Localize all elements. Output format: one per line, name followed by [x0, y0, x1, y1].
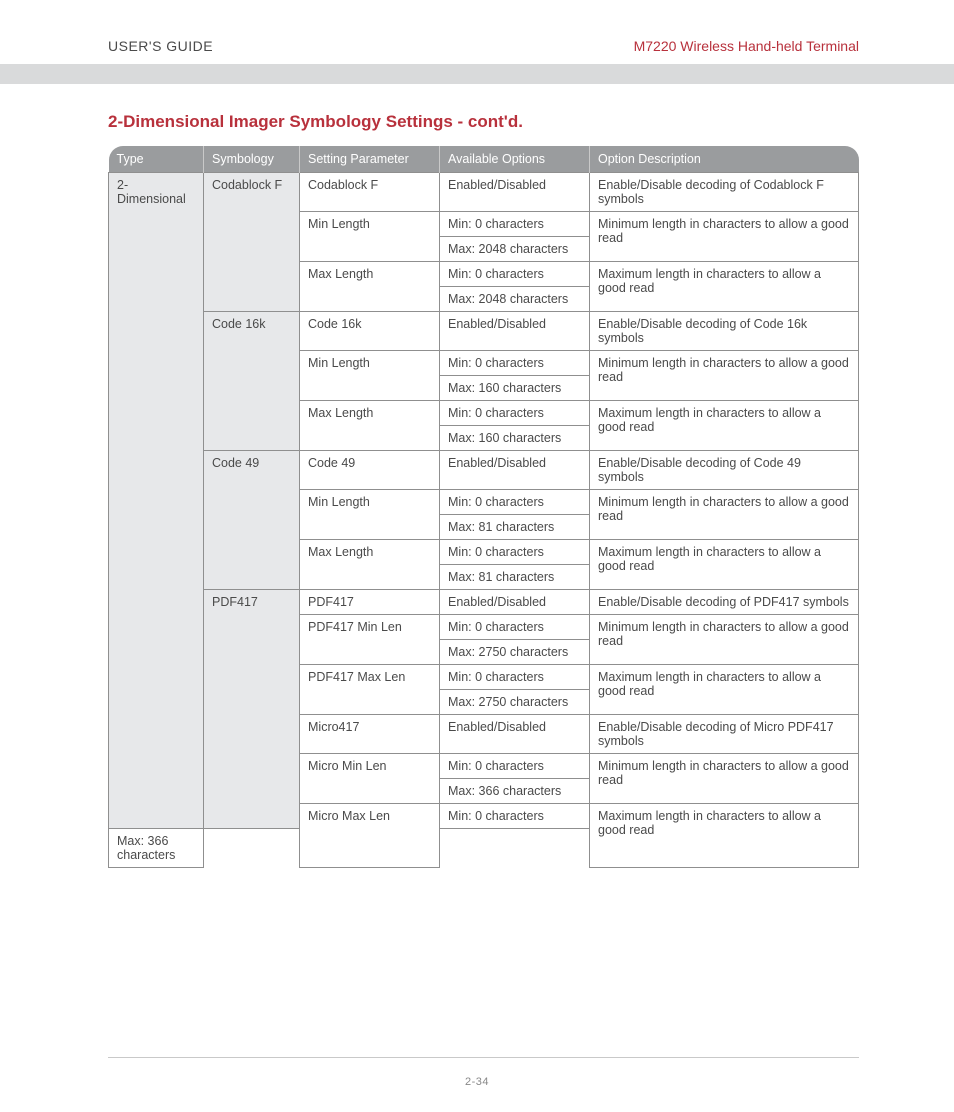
table-cell: Max: 81 characters: [440, 515, 590, 540]
table-cell: Enable/Disable decoding of Code 49 symbo…: [590, 451, 859, 490]
table-row: Code 49Code 49Enabled/DisabledEnable/Dis…: [109, 451, 859, 490]
table-cell: Max: 366 characters: [440, 779, 590, 804]
table-cell: Max: 2750 characters: [440, 690, 590, 715]
table-cell: Max: 160 characters: [440, 426, 590, 451]
table-row: Code 16kCode 16kEnabled/DisabledEnable/D…: [109, 312, 859, 351]
table-cell: PDF417: [204, 590, 300, 829]
table-cell: Enable/Disable decoding of Micro PDF417 …: [590, 715, 859, 754]
table-cell: PDF417: [300, 590, 440, 615]
table-header: TypeSymbologySetting ParameterAvailable …: [109, 146, 859, 173]
column-header: Symbology: [204, 146, 300, 173]
table-cell: Min Length: [300, 490, 440, 540]
page-number: 2-34: [0, 1076, 954, 1088]
table-cell: Enable/Disable decoding of PDF417 symbol…: [590, 590, 859, 615]
table-cell: Micro Min Len: [300, 754, 440, 804]
table-row: PDF417PDF417Enabled/DisabledEnable/Disab…: [109, 590, 859, 615]
table-cell: Code 49: [204, 451, 300, 590]
table-cell: Max: 366 characters: [109, 829, 204, 868]
table-cell: Micro417: [300, 715, 440, 754]
column-header: Option Description: [590, 146, 859, 173]
table-cell: Codablock F: [204, 173, 300, 312]
table-cell: PDF417 Min Len: [300, 615, 440, 665]
settings-table-wrap: TypeSymbologySetting ParameterAvailable …: [0, 146, 954, 868]
table-cell: Minimum length in characters to allow a …: [590, 212, 859, 262]
table-cell: Min: 0 characters: [440, 754, 590, 779]
table-cell: Min Length: [300, 351, 440, 401]
table-cell: PDF417 Max Len: [300, 665, 440, 715]
table-row: 2-DimensionalCodablock FCodablock FEnabl…: [109, 173, 859, 212]
table-cell: Max: 2750 characters: [440, 640, 590, 665]
table-cell: Max Length: [300, 401, 440, 451]
settings-table: TypeSymbologySetting ParameterAvailable …: [108, 146, 859, 868]
table-cell: Min: 0 characters: [440, 804, 590, 829]
table-cell: Enabled/Disabled: [440, 590, 590, 615]
table-cell: Maximum length in characters to allow a …: [590, 262, 859, 312]
table-cell: Maximum length in characters to allow a …: [590, 540, 859, 590]
table-cell: Min: 0 characters: [440, 351, 590, 376]
table-cell: Max: 81 characters: [440, 565, 590, 590]
footer-rule: [108, 1057, 859, 1058]
table-cell: Micro Max Len: [300, 804, 440, 868]
table-cell: Code 16k: [204, 312, 300, 451]
table-cell: Minimum length in characters to allow a …: [590, 615, 859, 665]
section-title: 2-Dimensional Imager Symbology Settings …: [0, 84, 954, 146]
table-cell: Minimum length in characters to allow a …: [590, 490, 859, 540]
table-cell: Minimum length in characters to allow a …: [590, 351, 859, 401]
table-cell: Max Length: [300, 262, 440, 312]
header-right: M7220 Wireless Hand-held Terminal: [634, 38, 859, 54]
table-cell: Min: 0 characters: [440, 262, 590, 287]
table-cell: Maximum length in characters to allow a …: [590, 665, 859, 715]
table-cell: Enable/Disable decoding of Codablock F s…: [590, 173, 859, 212]
table-cell: Enable/Disable decoding of Code 16k symb…: [590, 312, 859, 351]
table-cell: Min Length: [300, 212, 440, 262]
table-cell: Maximum length in characters to allow a …: [590, 804, 859, 868]
page: USER'S GUIDE M7220 Wireless Hand-held Te…: [0, 0, 954, 1112]
table-body: 2-DimensionalCodablock FCodablock FEnabl…: [109, 173, 859, 868]
table-cell: Enabled/Disabled: [440, 451, 590, 490]
table-cell: Codablock F: [300, 173, 440, 212]
table-cell: Minimum length in characters to allow a …: [590, 754, 859, 804]
table-cell: Enabled/Disabled: [440, 312, 590, 351]
table-cell: Max: 2048 characters: [440, 237, 590, 262]
table-cell: Min: 0 characters: [440, 665, 590, 690]
page-header: USER'S GUIDE M7220 Wireless Hand-held Te…: [0, 0, 954, 64]
table-cell: Min: 0 characters: [440, 540, 590, 565]
table-cell: Maximum length in characters to allow a …: [590, 401, 859, 451]
table-cell: Max: 2048 characters: [440, 287, 590, 312]
column-header: Setting Parameter: [300, 146, 440, 173]
table-cell: Max Length: [300, 540, 440, 590]
table-cell: Min: 0 characters: [440, 212, 590, 237]
table-cell: Enabled/Disabled: [440, 173, 590, 212]
column-header: Available Options: [440, 146, 590, 173]
table-cell: Min: 0 characters: [440, 490, 590, 515]
table-cell: Min: 0 characters: [440, 615, 590, 640]
table-cell: Code 16k: [300, 312, 440, 351]
table-cell: 2-Dimensional: [109, 173, 204, 829]
header-left: USER'S GUIDE: [108, 38, 213, 54]
table-cell: Max: 160 characters: [440, 376, 590, 401]
header-divider-bar: [0, 64, 954, 84]
table-cell: Code 49: [300, 451, 440, 490]
table-cell: Min: 0 characters: [440, 401, 590, 426]
column-header: Type: [109, 146, 204, 173]
table-cell: Enabled/Disabled: [440, 715, 590, 754]
